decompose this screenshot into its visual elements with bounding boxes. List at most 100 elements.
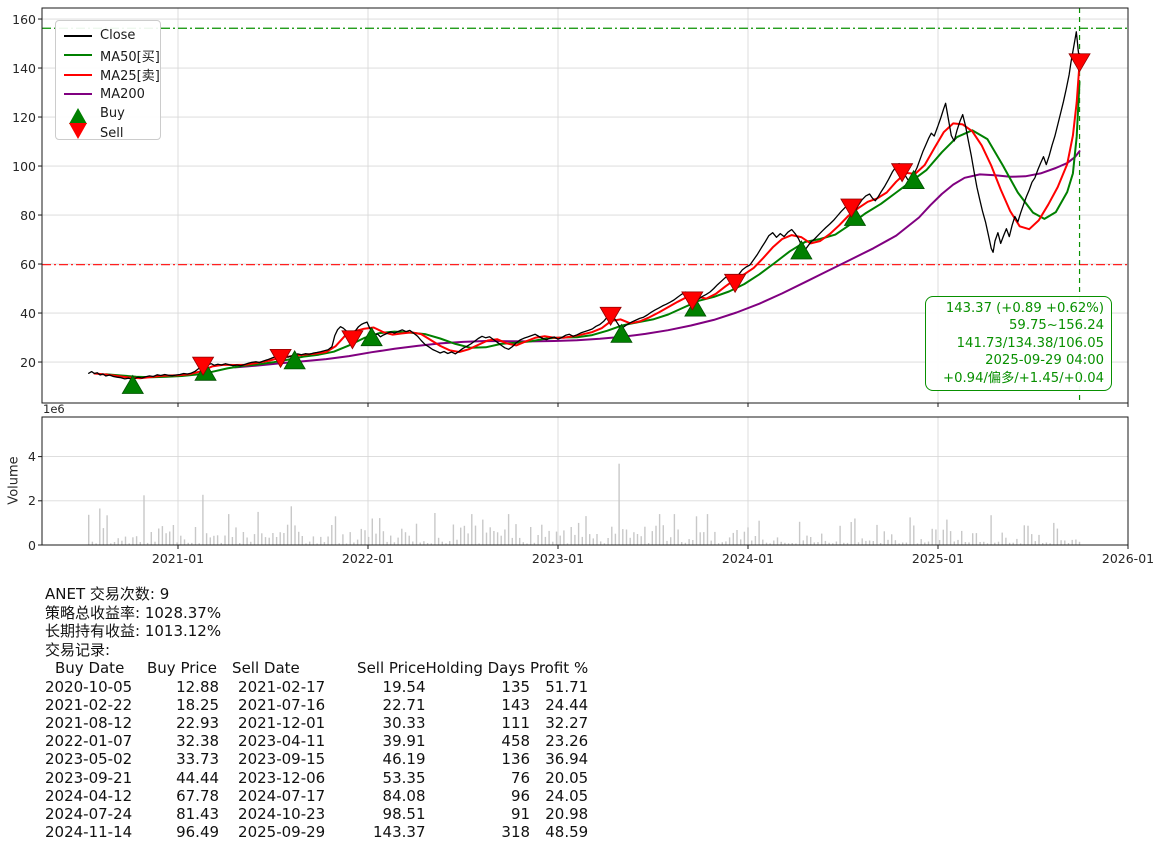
volume-bar — [169, 531, 171, 545]
volume-bar — [515, 524, 517, 545]
legend-item-sell: Sell — [62, 122, 154, 144]
volume-bar — [983, 541, 985, 545]
buy-marker-icon — [610, 323, 633, 343]
trade-cell: 2020-10-05 — [45, 677, 133, 696]
trade-cell: 2021-02-17 — [238, 677, 326, 696]
trade-cell: 2022-01-07 — [45, 732, 133, 751]
volume-bar — [688, 539, 690, 545]
volume-bar — [504, 529, 506, 545]
volume-bar — [286, 524, 289, 545]
volume-bar — [298, 531, 300, 545]
volume-bar — [946, 519, 948, 545]
trade-cell: 84.08 — [382, 786, 426, 805]
annotation-line: 143.37 (+0.89 +0.62%) — [945, 301, 1104, 316]
trade-cell: 32.38 — [176, 732, 220, 751]
trade-cell: 48.59 — [545, 823, 589, 842]
volume-bar — [644, 526, 646, 545]
volume-bar — [99, 508, 101, 545]
volume-bar — [415, 523, 418, 545]
volume-tick-label: 2 — [28, 493, 36, 509]
volume-bar — [658, 514, 661, 545]
volume-bar — [1071, 539, 1073, 545]
volume-bar — [146, 542, 149, 545]
volume-bar — [143, 495, 145, 545]
volume-tick-label: 4 — [28, 449, 36, 465]
volume-bar — [526, 543, 528, 545]
sell-marker-icon — [341, 330, 364, 350]
volume-bar — [949, 531, 952, 545]
trade-cell: 2024-04-12 — [45, 786, 133, 805]
volume-bar — [375, 533, 377, 545]
volume-bar — [802, 540, 804, 545]
volume-bar — [176, 542, 178, 545]
date-tick-label: 2023-01 — [531, 551, 585, 566]
sell-marker-icon — [723, 273, 747, 294]
trade-cell: 143.37 — [373, 823, 426, 842]
volume-bar — [121, 540, 123, 545]
volume-bar — [1012, 542, 1014, 545]
trades-header-row: Buy Date Buy Price Sell Date Sell Price Hold… — [45, 659, 588, 677]
trade-cell: 2023-12-06 — [238, 768, 326, 787]
volume-bar — [566, 543, 569, 545]
volume-bar — [743, 531, 746, 545]
summary-line: 长期持有收益: 1013.12% — [45, 622, 222, 641]
volume-bar — [500, 535, 502, 545]
trade-row: 2024-07-24 81.43 2024-10-23 98.51 91 20.98 — [45, 805, 588, 823]
volume-bar — [312, 536, 315, 545]
sell-marker-icon — [69, 122, 87, 139]
volume-bar — [732, 532, 734, 545]
volume-bar — [839, 525, 841, 545]
volume-bar — [714, 531, 716, 545]
volume-bar — [91, 541, 94, 545]
price-tick-label: 160 — [12, 11, 36, 27]
volume-bar — [769, 543, 771, 545]
volume-bar — [640, 536, 642, 545]
legend-item-label: Close — [100, 28, 136, 44]
trade-cell: 36.94 — [545, 750, 589, 769]
price-tick-label: 20 — [20, 354, 36, 370]
volume-bar — [806, 535, 808, 545]
volume-bar — [128, 543, 130, 545]
volume-bar — [887, 539, 889, 545]
volume-bar — [920, 539, 922, 545]
trade-cell: 44.44 — [176, 768, 220, 787]
volume-bar — [544, 536, 547, 545]
trades-header-cell: Buy Date — [55, 659, 125, 678]
trade-cell: 2023-09-21 — [45, 768, 133, 787]
volume-bar — [751, 540, 753, 545]
volume-bar — [522, 542, 524, 545]
sell-marker-icon — [269, 348, 292, 369]
trade-cell: 76 — [510, 768, 531, 787]
volume-bar — [673, 514, 676, 545]
sell-marker-icon — [681, 291, 704, 311]
volume-bar — [183, 539, 186, 545]
volume-bar — [367, 536, 370, 545]
volume-bar — [209, 537, 211, 545]
volume-bar — [379, 518, 381, 545]
trade-cell: 24.44 — [545, 695, 589, 714]
volume-bar — [585, 516, 587, 545]
volume-bar — [1053, 522, 1055, 545]
volume-bar — [102, 528, 105, 545]
summary-line: 交易记录: — [45, 640, 111, 659]
volume-axis-title: Volume — [6, 456, 22, 505]
legend-item-label: MA25[卖] — [100, 69, 160, 85]
volume-tick-label: 0 — [28, 537, 36, 553]
price-tick-label: 60 — [20, 256, 36, 272]
volume-bar — [681, 542, 683, 545]
volume-bar — [1060, 540, 1062, 545]
volume-bar — [213, 535, 215, 545]
volume-bar — [106, 515, 108, 545]
volume-bar — [865, 540, 867, 545]
volume-bar — [651, 531, 653, 545]
volume-bar — [272, 533, 274, 545]
volume-bar — [161, 526, 164, 545]
volume-bar — [250, 541, 252, 545]
volume-bar — [935, 529, 937, 545]
volume-bar — [283, 533, 285, 545]
annotation-line: 2025-09-29 04:00 — [985, 353, 1104, 369]
volume-bar — [913, 525, 915, 545]
volume-bar — [964, 542, 967, 545]
trade-cell: 111 — [501, 713, 531, 732]
volume-bar — [449, 541, 451, 545]
